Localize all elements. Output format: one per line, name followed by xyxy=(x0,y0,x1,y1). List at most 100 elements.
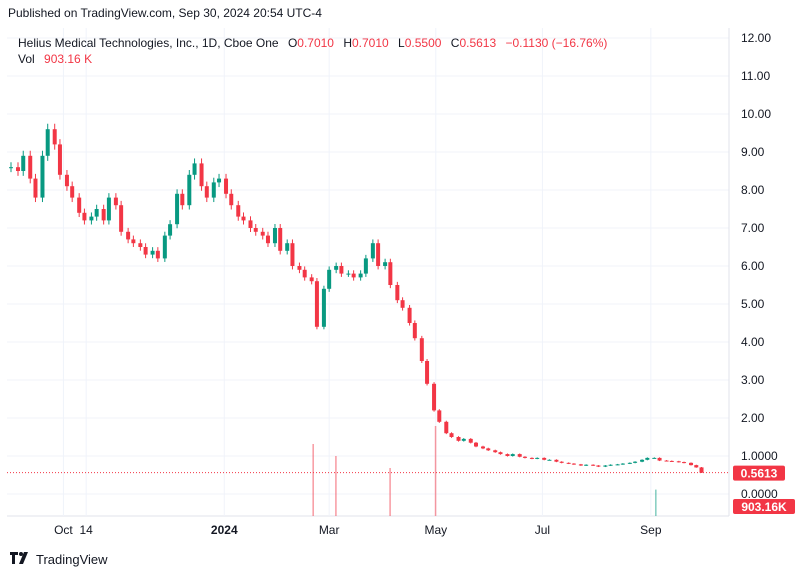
candle-body xyxy=(444,421,449,434)
tradingview-brand: TradingView xyxy=(36,552,108,567)
legend-open: 0.7010 xyxy=(297,36,334,50)
candle-body xyxy=(694,465,699,468)
candle-body xyxy=(571,463,576,465)
candle-body xyxy=(640,459,645,462)
price-axis: 12.00 11.00 10.00 9.00 8.00 7.00 6.00 5.00 4.00 3… xyxy=(741,31,778,501)
candle-body xyxy=(126,231,131,240)
candle-body xyxy=(584,464,589,466)
legend-vol: 903.16 K xyxy=(44,52,93,66)
chart-grid xyxy=(7,28,730,517)
candle-body xyxy=(493,450,498,453)
candle-body xyxy=(101,209,106,221)
candle-body xyxy=(290,243,295,266)
y-tick-label: 0.0000 xyxy=(741,487,778,501)
volume-bar xyxy=(389,468,391,516)
candle-body xyxy=(363,258,368,274)
candle-body xyxy=(143,247,148,255)
candle-body xyxy=(400,300,405,308)
tradingview-branding[interactable]: TradingView xyxy=(10,552,108,567)
candle-body xyxy=(388,262,393,285)
candle-body xyxy=(498,452,503,455)
candle-body xyxy=(15,167,20,171)
last-price-line: 0.5613 903.16K xyxy=(7,465,795,514)
candle-body xyxy=(321,288,326,327)
candle-body xyxy=(554,459,559,462)
legend-symbol: Helius Medical Technologies, Inc., 1D, C… xyxy=(18,36,279,50)
last-volume-label: 903.16K xyxy=(741,500,787,514)
candle-body xyxy=(407,307,412,323)
candle-body xyxy=(21,155,26,171)
candle-body xyxy=(664,460,669,462)
legend-change: −0.1130 (−16.76%) xyxy=(505,36,608,50)
x-tick-label: Oct xyxy=(54,523,73,537)
volume-bar xyxy=(434,426,437,516)
legend-high: 0.7010 xyxy=(352,36,389,50)
candle-body xyxy=(28,155,33,179)
candle-body xyxy=(578,464,583,466)
candle-body xyxy=(253,228,258,232)
symbol-legend: Helius Medical Technologies, Inc., 1D, C… xyxy=(18,35,607,67)
x-tick-label: Jul xyxy=(535,523,550,537)
candle-body xyxy=(383,262,388,266)
candle-body xyxy=(285,243,290,251)
candle-body xyxy=(180,193,185,206)
volume-bar xyxy=(335,456,337,516)
last-volume-tag xyxy=(733,499,795,514)
candle-body xyxy=(150,250,155,255)
candle-body xyxy=(633,461,638,463)
candle-body xyxy=(217,178,222,183)
candle-body xyxy=(199,163,204,187)
candle-body xyxy=(175,193,180,225)
candle-body xyxy=(334,266,339,270)
candle-body xyxy=(449,433,454,437)
legend-low-label: L xyxy=(398,36,405,50)
candle-body xyxy=(57,144,62,175)
candle-body xyxy=(119,205,124,232)
candle-body xyxy=(106,197,111,221)
candle-body xyxy=(70,186,75,198)
candle-body xyxy=(468,438,473,443)
candle-body xyxy=(461,438,466,441)
candle-body xyxy=(591,464,596,466)
x-tick-label: 2024 xyxy=(211,523,238,537)
last-price-label: 0.5613 xyxy=(741,467,778,481)
candle-body xyxy=(419,338,424,361)
candle-body xyxy=(522,456,527,458)
legend-low: 0.5500 xyxy=(404,36,442,50)
candle-body xyxy=(64,174,69,187)
candle-body xyxy=(481,446,485,449)
candle-body xyxy=(486,448,491,451)
x-tick-label: 14 xyxy=(79,523,93,537)
candle-body xyxy=(82,212,87,221)
candle-body xyxy=(676,461,681,463)
candle-body xyxy=(645,457,650,460)
volume-bar xyxy=(655,489,657,516)
x-tick-label: Sep xyxy=(640,523,662,537)
candle-body xyxy=(682,462,687,464)
candle-body xyxy=(265,235,270,244)
y-tick-label: 4.00 xyxy=(741,335,765,349)
candle-body xyxy=(297,266,302,270)
price-chart[interactable]: 0.5613 903.16K 12.00 11.00 10.00 9.00 8.00 7.0… xyxy=(7,28,797,568)
candle-body xyxy=(603,465,608,467)
candle-body xyxy=(425,361,430,384)
candle-body xyxy=(474,442,479,447)
candle-body xyxy=(224,178,229,194)
candle-body xyxy=(542,457,547,460)
published-caption: Published on TradingView.com, Sep 30, 20… xyxy=(8,6,322,20)
candle-body xyxy=(627,462,632,464)
candle-body xyxy=(432,383,437,411)
candle-body xyxy=(351,273,356,278)
x-tick-label: Mar xyxy=(319,523,340,537)
candle-body xyxy=(192,163,197,175)
candle-body xyxy=(505,454,510,456)
candle-body xyxy=(615,464,620,466)
y-tick-label: 2.00 xyxy=(741,411,765,425)
candle-body xyxy=(89,216,94,221)
candle-body xyxy=(204,186,209,198)
candle-body xyxy=(131,239,136,244)
y-tick-label: 6.00 xyxy=(741,259,765,273)
candle-body xyxy=(339,266,344,274)
candle-body xyxy=(652,457,657,459)
candle-body xyxy=(535,457,540,459)
